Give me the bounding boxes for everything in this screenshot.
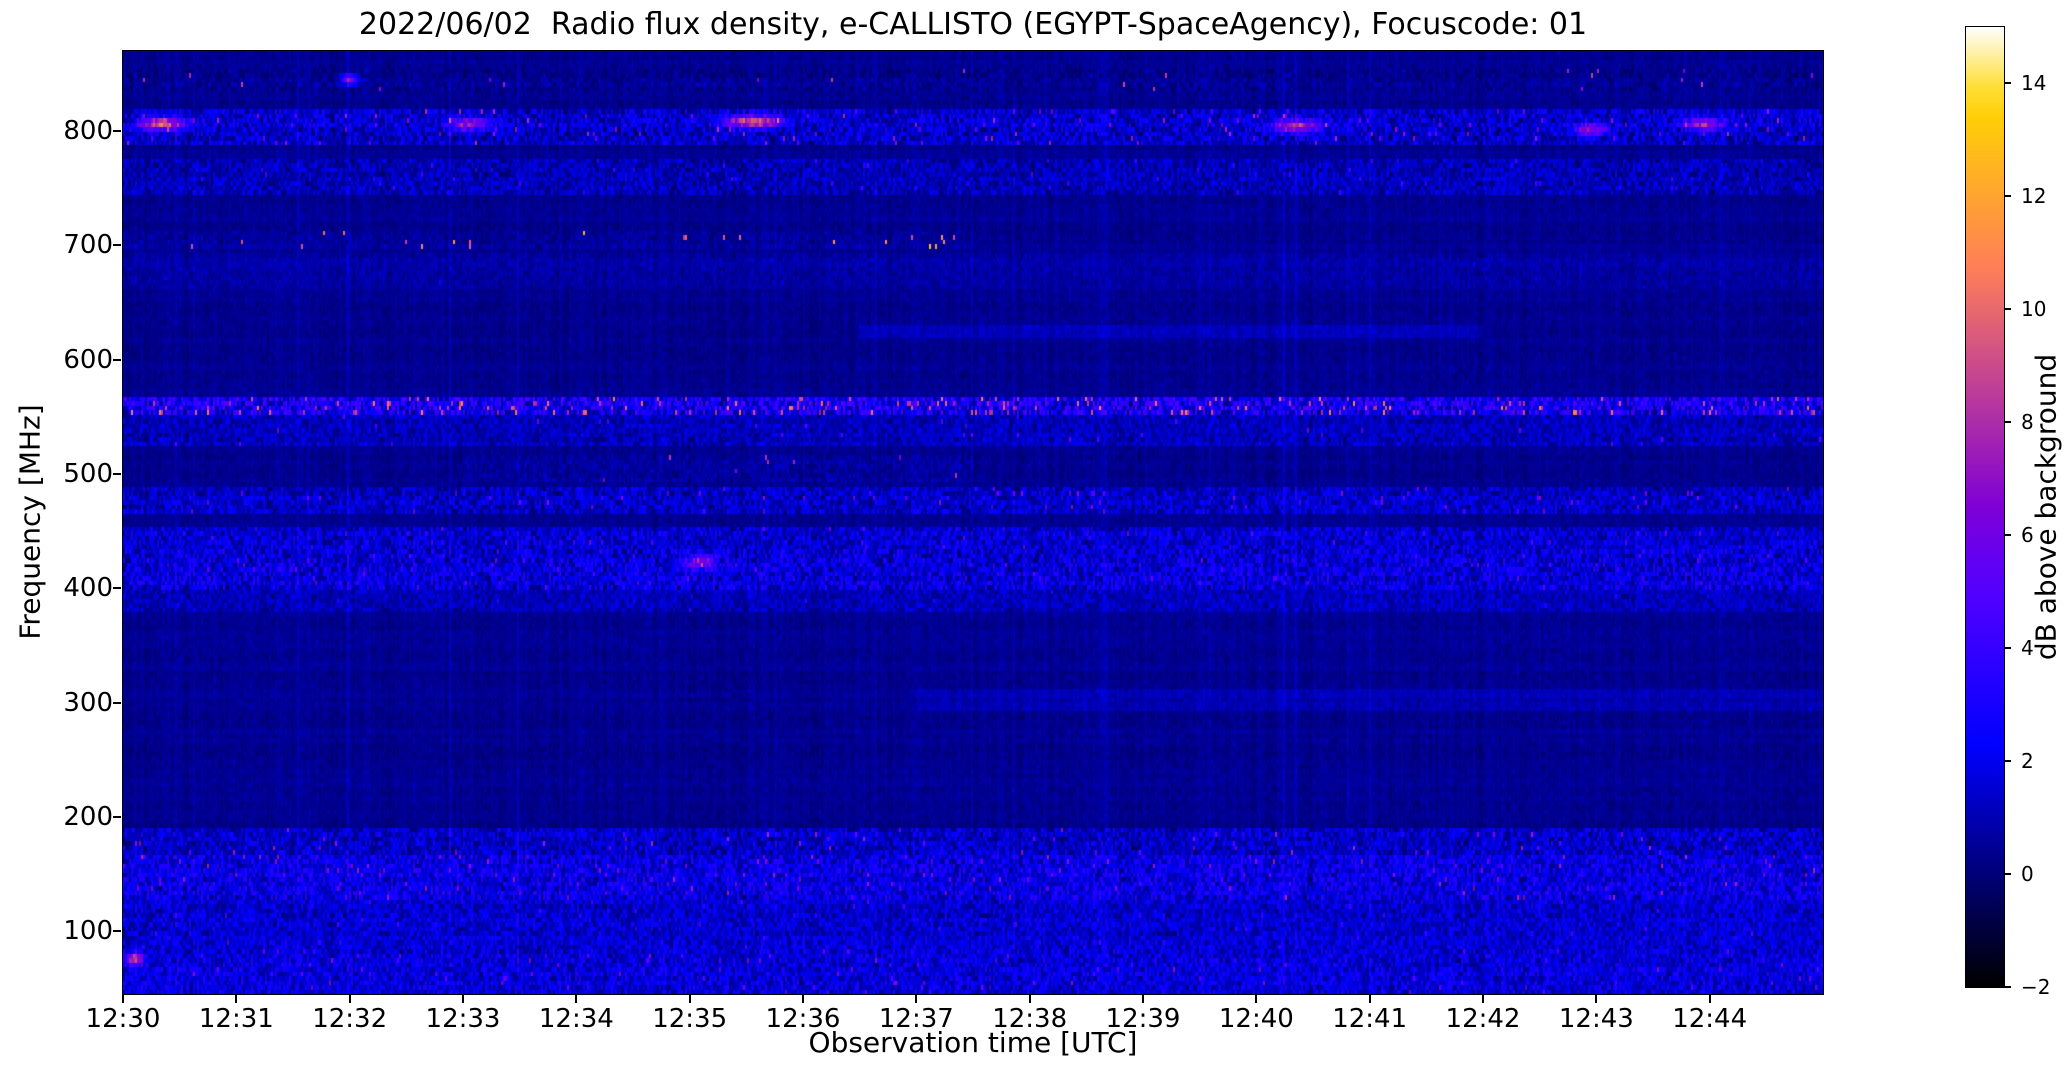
colorbar-tick-mark (2004, 534, 2011, 537)
x-tick-mark (348, 995, 351, 1003)
colorbar-tick-mark (2004, 873, 2011, 876)
y-tick-label: 100 (63, 916, 113, 947)
y-tick-mark (113, 815, 121, 818)
x-tick-mark (915, 995, 918, 1003)
y-tick-mark (113, 930, 121, 933)
x-tick-label: 12:41 (1332, 1004, 1408, 1034)
x-tick-label: 12:34 (538, 1004, 614, 1034)
colorbar-canvas (1966, 27, 2004, 987)
x-tick-label: 12:35 (652, 1004, 728, 1034)
y-tick-label: 600 (63, 344, 113, 375)
colorbar-tick-label: 12 (2021, 184, 2047, 209)
x-tick-label: 12:40 (1218, 1004, 1294, 1034)
y-tick-mark (113, 701, 121, 704)
x-axis-label: Observation time [UTC] (808, 1026, 1138, 1059)
y-tick-mark (113, 358, 121, 361)
x-tick-mark (1482, 995, 1484, 1003)
colorbar-tick-mark (2004, 421, 2011, 424)
colorbar-tick-label: 10 (2021, 297, 2047, 322)
y-tick-mark (113, 587, 121, 590)
x-tick-label: 12:43 (1558, 1004, 1634, 1034)
x-tick-label: 12:38 (992, 1004, 1068, 1034)
colorbar-tick-mark (2004, 986, 2011, 988)
colorbar-tick-mark (2004, 760, 2011, 763)
colorbar-tick-label: 0 (2021, 862, 2034, 887)
y-tick-label: 200 (63, 801, 113, 832)
y-axis-label: Frequency [MHz] (13, 404, 47, 640)
colorbar-tick-label: −2 (2021, 975, 2051, 999)
x-tick-mark (235, 995, 238, 1003)
x-tick-label: 12:42 (1445, 1004, 1521, 1034)
colorbar-tick-label: 2 (2021, 749, 2034, 774)
y-tick-label: 800 (63, 116, 113, 146)
y-tick-label: 700 (63, 230, 113, 261)
x-tick-label: 12:31 (198, 1004, 274, 1034)
y-tick-mark (113, 244, 121, 247)
x-tick-label: 12:32 (312, 1004, 388, 1034)
x-tick-mark (122, 995, 124, 1003)
x-tick-mark (1368, 995, 1371, 1003)
colorbar-tick-label: 14 (2021, 71, 2047, 96)
x-tick-label: 12:30 (85, 1004, 161, 1034)
colorbar-label: dB above background (2029, 353, 2063, 661)
x-tick-label: 12:44 (1672, 1004, 1748, 1034)
x-tick-mark (1255, 995, 1258, 1003)
x-tick-label: 12:33 (425, 1004, 501, 1034)
colorbar-tick-mark (2004, 647, 2011, 650)
chart-title: 2022/06/02 Radio flux density, e-CALLIST… (358, 7, 1588, 42)
x-tick-label: 12:37 (878, 1004, 954, 1034)
y-tick-mark (113, 472, 121, 475)
colorbar-tick-mark (2004, 308, 2011, 311)
spectrogram-canvas (123, 51, 1823, 994)
y-tick-label: 300 (63, 687, 113, 718)
y-tick-label: 500 (63, 458, 113, 489)
x-tick-mark (688, 995, 691, 1003)
x-tick-mark (462, 995, 464, 1003)
x-tick-mark (1142, 995, 1144, 1003)
colorbar-tick-label: 8 (2021, 410, 2034, 435)
colorbar-tick-mark (2004, 195, 2011, 198)
x-tick-mark (802, 995, 804, 1003)
colorbar-tick-label: 6 (2021, 523, 2034, 548)
x-tick-mark (575, 995, 578, 1003)
x-tick-mark (1595, 995, 1598, 1003)
colorbar-tick-mark (2004, 82, 2011, 85)
x-tick-label: 12:36 (765, 1004, 841, 1034)
y-tick-mark (113, 130, 121, 132)
x-tick-mark (1028, 995, 1031, 1003)
y-tick-label: 400 (63, 573, 113, 604)
x-tick-label: 12:39 (1105, 1004, 1181, 1034)
x-tick-mark (1708, 995, 1711, 1003)
colorbar-tick-label: 4 (2021, 636, 2034, 661)
